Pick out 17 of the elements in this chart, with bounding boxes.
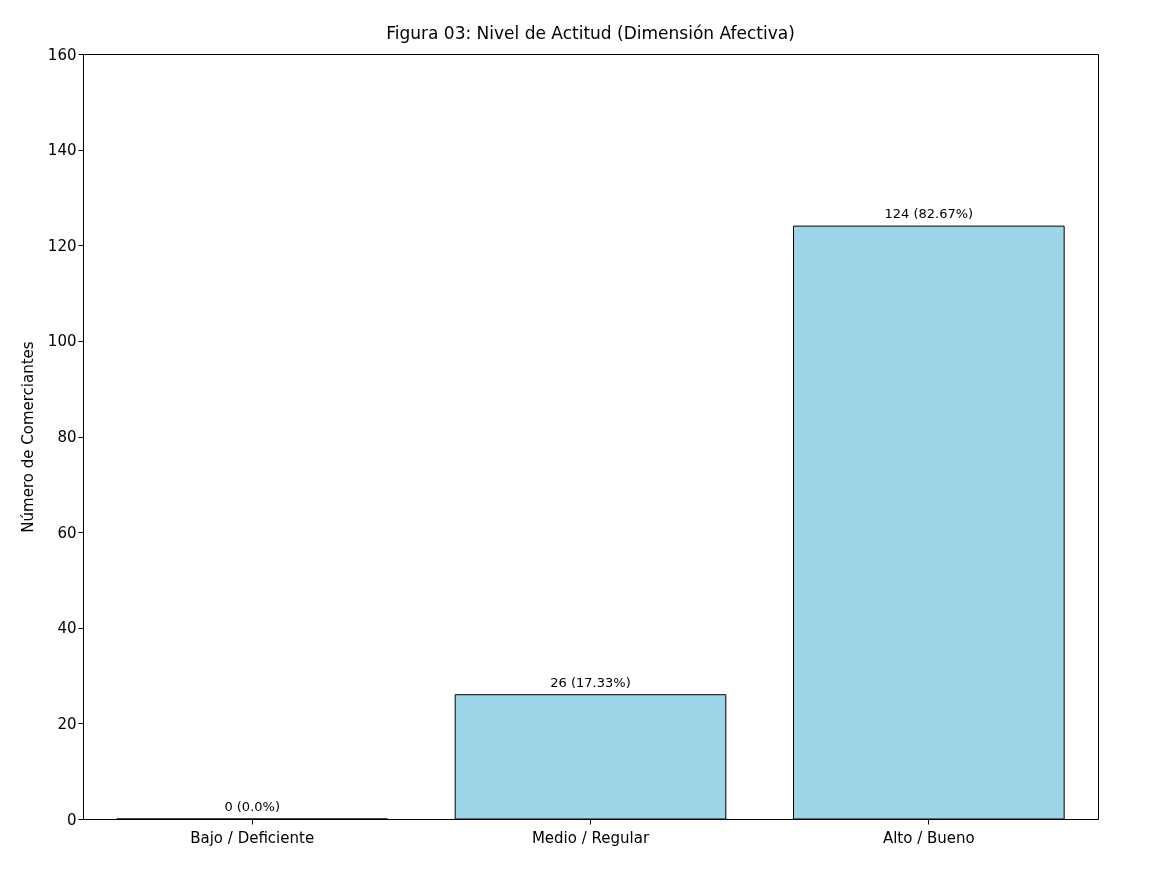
y-tick-label: 80 <box>57 428 77 446</box>
y-tick-label: 60 <box>57 523 77 542</box>
y-tick-label: 20 <box>57 714 77 733</box>
data-label: 124 (82.67%) <box>884 206 974 222</box>
y-tick-label: 160 <box>47 45 77 64</box>
y-axis-title: Número de Comerciantes <box>18 341 37 533</box>
chart-title: Figura 03: Nivel de Actitud (Dimensión Afectiva) <box>386 23 795 43</box>
y-tick-label: 100 <box>47 332 77 351</box>
x-tick-label: Medio / Regular <box>531 828 650 847</box>
y-tick-label: 0 <box>66 810 77 829</box>
x-tick-label: Alto / Bueno <box>882 828 975 847</box>
data-label: 26 (17.33%) <box>550 674 631 690</box>
y-tick-label: 40 <box>57 619 77 638</box>
y-tick-label: 140 <box>47 141 77 160</box>
data-label: 0 (0.0%) <box>224 799 280 814</box>
x-tick-label: Bajo / Deficiente <box>190 828 315 847</box>
y-tick-label: 120 <box>47 236 77 255</box>
